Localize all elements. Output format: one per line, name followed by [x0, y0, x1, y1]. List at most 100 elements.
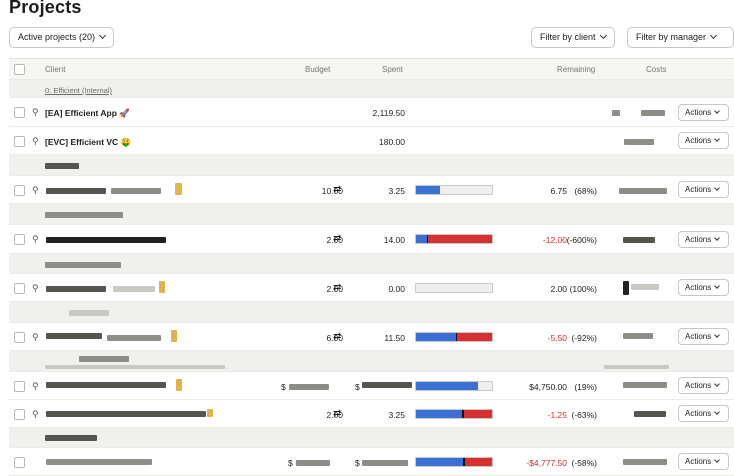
pin-icon[interactable]: ⚲: [32, 332, 39, 342]
remaining-value: 6.75: [550, 186, 567, 196]
budget-marker: [462, 410, 464, 418]
remaining-percent: (19%): [574, 382, 597, 392]
progress-bar: [415, 457, 493, 467]
progress-fill: [416, 410, 463, 418]
row-checkbox[interactable]: [14, 107, 25, 118]
col-budget: Budget: [305, 65, 331, 74]
table-row: ⚲ 6.00 ⇄ 11.50 -5.50 (-92%) Actions: [9, 323, 734, 351]
row-checkbox[interactable]: [14, 332, 25, 343]
chevron-down-icon: [714, 283, 721, 289]
pin-icon[interactable]: ⚲: [32, 283, 39, 293]
remaining-value: -1.25: [547, 410, 567, 420]
chevron-down-icon: [599, 31, 607, 40]
col-costs: Costs: [646, 65, 667, 74]
chevron-down-icon: [714, 235, 721, 241]
row-checkbox[interactable]: [14, 234, 25, 245]
active-projects-label: Active projects (20): [18, 32, 96, 42]
repeat-icon: ⇄: [333, 408, 342, 419]
repeat-icon: ⇄: [333, 184, 342, 195]
budget-value: $: [281, 382, 286, 392]
actions-button[interactable]: Actions: [678, 279, 729, 296]
row-checkbox[interactable]: [14, 283, 25, 294]
table-row: ⚲ 2.00 ⇄ 3.25 -1.25 (-63%) Actions: [9, 400, 734, 428]
row-checkbox[interactable]: [14, 409, 25, 420]
progress-bar: [415, 332, 493, 342]
actions-button[interactable]: Actions: [678, 181, 729, 198]
spent-value: 180.00: [379, 137, 405, 147]
project-name[interactable]: [EA] Efficient App 🚀: [45, 108, 130, 118]
actions-button[interactable]: Actions: [678, 132, 729, 149]
pin-icon[interactable]: ⚲: [32, 381, 39, 391]
over-budget-fill: [455, 333, 492, 341]
over-budget-fill: [462, 410, 492, 418]
table-row: ⚲ 2.00 ⇄ 0.00 2.00 (100%) Actions: [9, 274, 734, 302]
filter-by-manager-button[interactable]: Filter by manager: [627, 27, 734, 48]
row-checkbox[interactable]: [14, 457, 25, 468]
col-remaining: Remaining: [557, 65, 596, 74]
chevron-down-icon: [714, 185, 721, 191]
actions-label: Actions: [685, 409, 712, 418]
progress-fill: [416, 235, 427, 243]
pin-icon[interactable]: ⚲: [32, 107, 39, 117]
actions-button[interactable]: Actions: [678, 453, 729, 470]
budget-marker: [455, 333, 458, 341]
table-row: ⚲ [EVC] Efficient VC 🤑 180.00 Actions: [9, 127, 734, 155]
select-all-checkbox[interactable]: [14, 64, 25, 75]
chevron-down-icon: [98, 31, 107, 40]
col-client: Client: [45, 65, 66, 74]
progress-fill: [416, 458, 464, 466]
spent-value: 0.00: [388, 284, 405, 294]
progress-bar: [415, 234, 493, 244]
progress-bar: [415, 185, 493, 195]
progress-bar: [415, 283, 493, 293]
chevron-down-icon: [714, 136, 721, 142]
row-checkbox[interactable]: [14, 185, 25, 196]
row-checkbox[interactable]: [14, 136, 25, 147]
budget-value: $: [288, 458, 293, 468]
table-row: ⚲ [EA] Efficient App 🚀 2,119.50 Actions: [9, 98, 734, 127]
active-projects-filter[interactable]: Active projects (20): [9, 27, 115, 48]
chevron-down-icon: [714, 108, 721, 114]
filter-manager-label: Filter by manager: [636, 32, 707, 42]
page-title: Projects: [9, 0, 82, 17]
actions-button[interactable]: Actions: [678, 405, 729, 422]
filter-by-client-button[interactable]: Filter by client: [531, 27, 615, 48]
remaining-percent: (-58%): [571, 458, 597, 468]
pin-icon[interactable]: ⚲: [32, 136, 39, 146]
actions-button[interactable]: Actions: [678, 328, 729, 345]
group-label[interactable]: 0: Efficient (Internal): [45, 86, 112, 95]
budget-value: 2.00: [326, 410, 343, 420]
remaining-value: $4,750.00: [529, 382, 567, 392]
progress-bar: [415, 409, 493, 419]
actions-button[interactable]: Actions: [678, 377, 729, 394]
group-header: [9, 351, 734, 372]
spent-value: $: [355, 458, 360, 468]
remaining-value: 2.00: [550, 284, 567, 294]
chevron-down-icon: [714, 409, 721, 415]
repeat-icon: ⇄: [333, 331, 342, 342]
budget-value: 10.00: [321, 186, 343, 196]
table-header: Client Budget Spent Remaining Costs: [9, 58, 734, 80]
progress-fill: [416, 186, 441, 194]
remaining-value: -$4,777.50: [526, 458, 567, 468]
actions-button[interactable]: Actions: [678, 104, 729, 121]
pin-icon[interactable]: ⚲: [32, 234, 39, 244]
remaining-percent: (-92%): [571, 333, 597, 343]
actions-button[interactable]: Actions: [678, 231, 729, 248]
group-header: [9, 254, 734, 274]
table-row: ⚲ 10.00 ⇄ 3.25 6.75 (68%) Actions: [9, 176, 734, 204]
progress-fill: [416, 382, 478, 390]
pin-icon[interactable]: ⚲: [32, 409, 39, 419]
budget-marker: [463, 458, 465, 466]
remaining-percent: (100%): [569, 284, 597, 294]
remaining-value: -12.00: [542, 235, 567, 245]
repeat-icon: ⇄: [333, 233, 342, 244]
project-name[interactable]: [EVC] Efficient VC 🤑: [45, 137, 132, 147]
actions-label: Actions: [685, 381, 712, 390]
filter-client-label: Filter by client: [540, 32, 596, 42]
pin-icon[interactable]: ⚲: [32, 185, 39, 195]
group-header: [9, 302, 734, 323]
row-checkbox[interactable]: [14, 381, 25, 392]
group-header: [9, 428, 734, 448]
chevron-down-icon: [714, 457, 721, 463]
